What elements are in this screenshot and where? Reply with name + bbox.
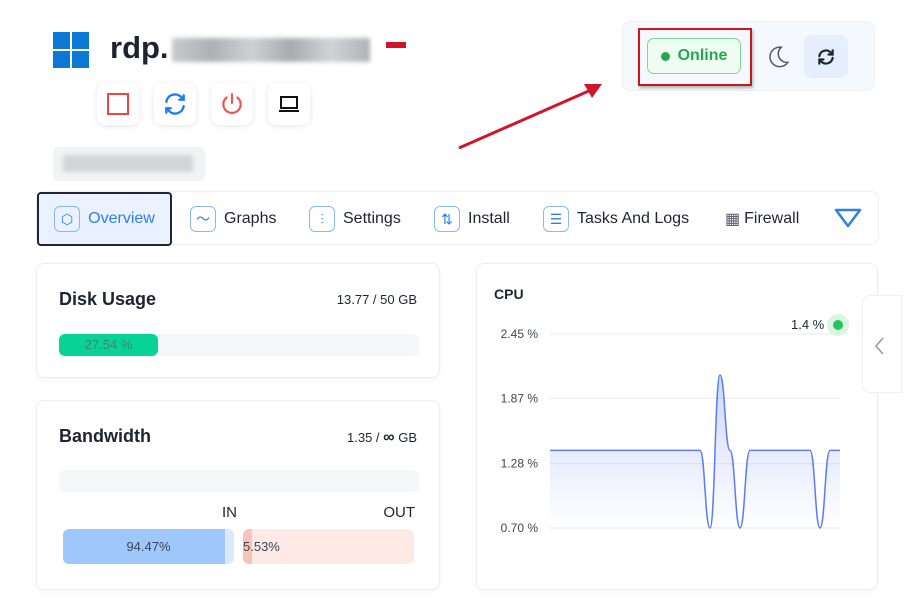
power-button[interactable] [211,83,253,125]
in-label: IN [222,504,237,521]
chart-title: CPU [494,286,524,302]
refresh-icon [818,48,834,65]
out-bar: 5.53% [243,529,414,564]
disk-usage-title: Disk Usage [59,289,157,309]
status-dot-icon [660,51,670,61]
refresh-button[interactable] [804,35,848,78]
y-tick-label: 1.28 % [501,457,539,471]
status-badge: Online [647,38,741,74]
redacted-hostname [172,38,370,62]
y-tick-label: 0.70 % [501,521,539,535]
stop-button[interactable] [97,83,139,125]
more-tabs-chevron-icon[interactable] [834,207,862,229]
redacted-ip [53,147,205,181]
console-icon [279,96,299,112]
bandwidth-used: 1.35 / [347,430,380,445]
server-title: rdp. [110,30,169,65]
y-tick-label: 1.87 % [501,391,539,405]
windows-logo-icon [53,32,89,68]
out-percent: 5.53% [243,539,280,554]
tab-tasks-and-logs[interactable]: ☰ Tasks And Logs [543,192,689,246]
current-cpu-value: 1.4 % [791,317,825,332]
cpu-card: CPU 1.4 % 2.45 % 1.87 % 1.28 % 0.70 % [476,263,878,590]
sliders-icon: ⫶ [309,206,335,232]
tab-label: Tasks And Logs [577,210,690,227]
in-percent: 94.47% [126,539,171,554]
bandwidth-unit: GB [398,430,417,445]
cpu-line [550,374,840,529]
tab-bar: ⬡ Overview 〜 Graphs ⫶ Settings ⇅ Install ☰ Ta… [36,191,879,246]
disk-usage-fill: 27.54 % [59,334,159,356]
stop-icon [107,93,129,115]
tab-label: Overview [88,210,155,227]
cube-icon: ⬡ [54,206,81,232]
live-indicator-icon [827,314,849,336]
disk-usage-card: Disk Usage 13.77 / 50 GB 27.54 % [36,263,440,378]
redaction-mark [386,42,406,48]
y-tick-label: 2.45 % [501,327,539,341]
restart-button[interactable] [154,83,196,125]
tab-label: Firewall [744,210,800,227]
cpu-chart: 2.45 % 1.87 % 1.28 % 0.70 % [501,327,840,535]
tab-overview[interactable]: ⬡ Overview [37,192,172,246]
tab-settings[interactable]: ⫶ Settings [309,192,401,246]
checklist-icon: ☰ [543,206,569,232]
git-compare-icon: ⇅ [434,206,460,232]
cpu-area [550,375,840,528]
annotation-arrow-icon [458,84,602,150]
side-panel-toggle[interactable] [862,295,902,393]
bandwidth-bar [59,470,419,492]
console-button[interactable] [268,83,310,125]
chart-line-icon: 〜 [190,206,216,232]
highlight-box [638,28,752,86]
bandwidth-value: 1.35 / ∞ GB [347,429,417,447]
in-bar: 94.47% [63,529,234,564]
chevron-left-icon [875,337,884,355]
tab-graphs[interactable]: 〜 Graphs [190,192,276,246]
restart-icon [165,93,185,115]
infinity-icon: ∞ [383,429,395,446]
moon-icon[interactable] [765,44,791,70]
firewall-icon: ▦ [725,211,741,228]
tab-firewall[interactable]: ▦ Firewall [725,192,799,246]
power-icon [222,93,242,115]
out-label: OUT [383,504,415,521]
tab-label: Settings [343,210,401,227]
bandwidth-card: Bandwidth 1.35 / ∞ GB IN OUT 94.47% 5.53… [36,400,440,590]
bandwidth-title: Bandwidth [59,426,151,446]
tab-label: Graphs [224,210,277,227]
tab-label: Install [468,210,510,227]
disk-usage-bar: 27.54 % [59,334,419,356]
tab-install[interactable]: ⇅ Install [434,192,510,246]
disk-usage-value: 13.77 / 50 GB [336,292,417,307]
status-label: Online [677,47,728,64]
